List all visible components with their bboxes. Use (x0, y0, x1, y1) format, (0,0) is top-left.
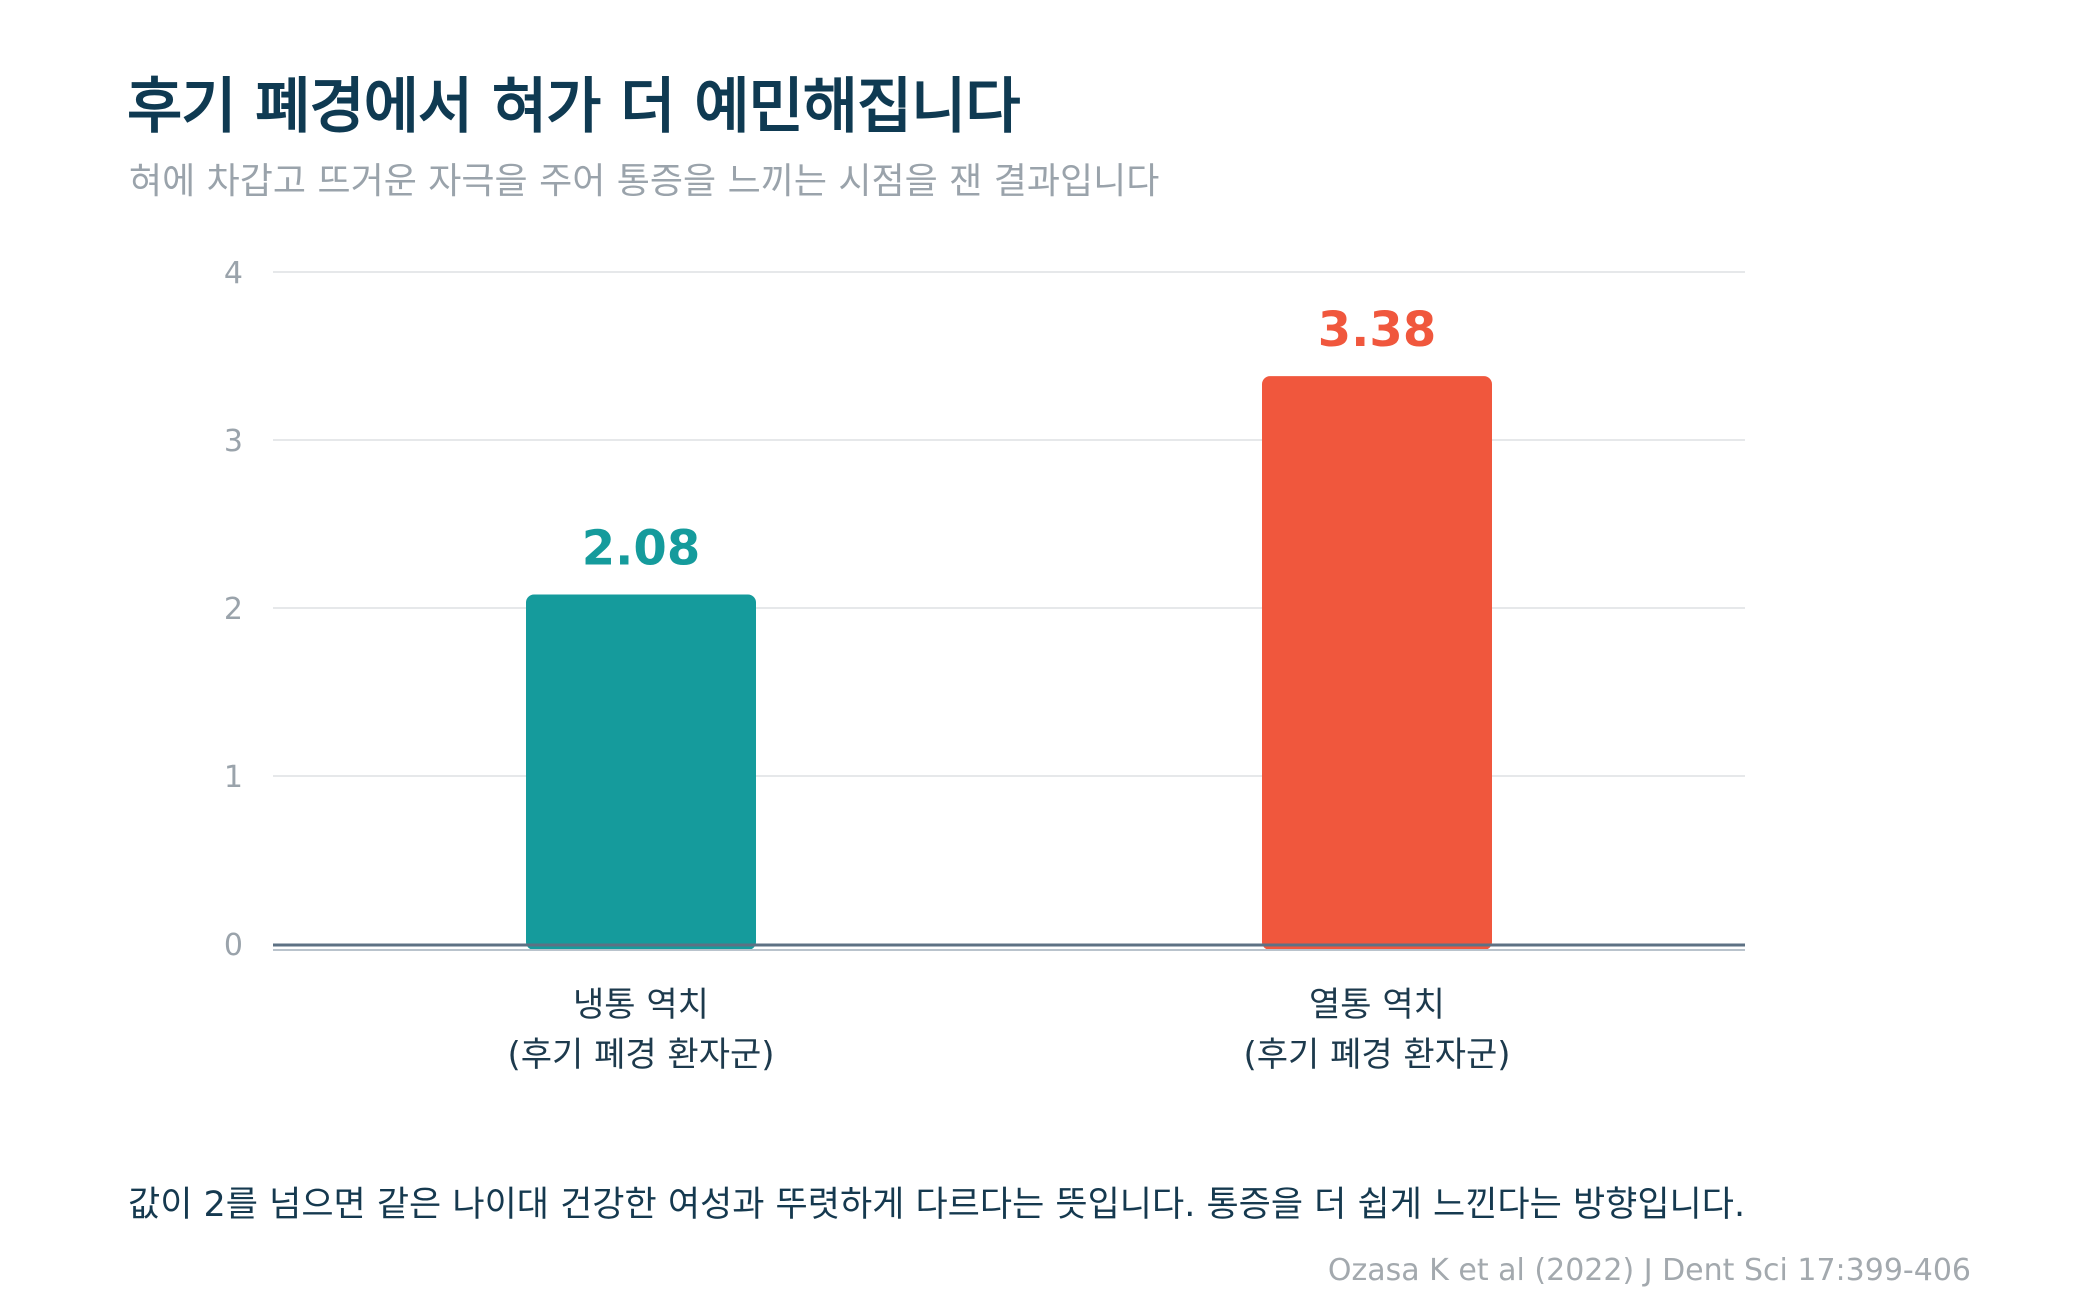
x-tick-label: (후기 폐경 환자군) (507, 1035, 774, 1075)
x-tick-label: 열통 역치 (1309, 985, 1445, 1025)
x-tick-label: (후기 폐경 환자군) (1243, 1035, 1510, 1075)
y-tick-label: 0 (224, 928, 243, 963)
y-tick-label: 1 (224, 760, 243, 795)
data-label: 2.08 (582, 521, 700, 577)
bar (1262, 376, 1492, 950)
x-tick-label: 냉통 역치 (573, 985, 709, 1025)
y-tick-label: 2 (224, 592, 243, 627)
bar (526, 594, 756, 950)
y-tick-label: 3 (224, 424, 243, 459)
y-tick-label: 4 (224, 256, 243, 291)
chart-title: 후기 폐경에서 혀가 더 예민해집니다 (127, 72, 1021, 142)
chart-subtitle: 혀에 차갑고 뜨거운 자극을 주어 통증을 느끼는 시점을 잰 결과입니다 (129, 161, 1160, 202)
footnote: 값이 2를 넘으면 같은 나이대 건강한 여성과 뚜렷하게 다르다는 뜻입니다.… (128, 1185, 1746, 1225)
data-label: 3.38 (1318, 302, 1436, 358)
source-citation: Ozasa K et al (2022) J Dent Sci 17:399-4… (1327, 1253, 1971, 1288)
